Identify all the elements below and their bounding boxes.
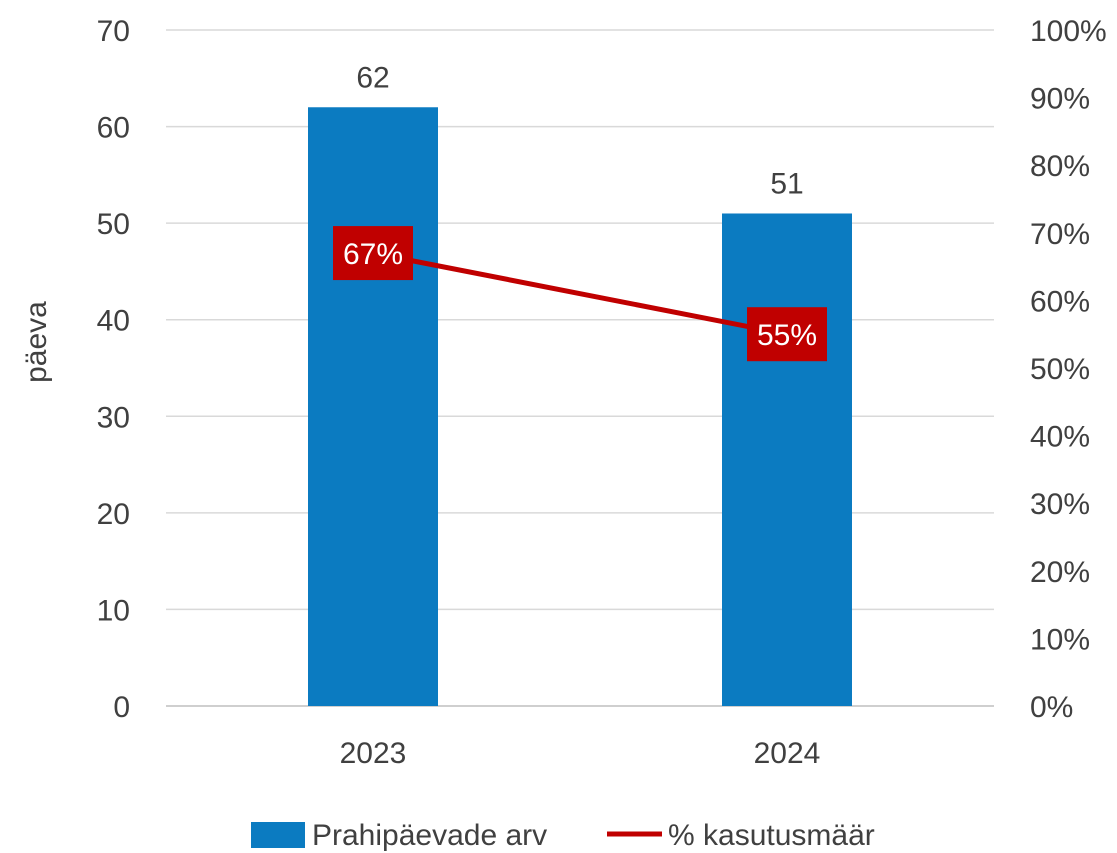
bar-value-label: 62 [356, 61, 389, 94]
legend-bar-label: Prahipäevade arv [312, 819, 547, 852]
y2-tick-label: 100% [1030, 15, 1107, 48]
y2-tick-label: 80% [1030, 150, 1090, 183]
y2-tick-label: 90% [1030, 83, 1090, 116]
x-axis-ticks: 2023 2024 [340, 737, 821, 770]
right-axis-ticks: 0% 10% 20% 30% 40% 50% 60% 70% 80% 90% 100% [1030, 15, 1107, 724]
y-tick-label: 0 [113, 691, 130, 724]
legend: Prahipäevade arv % kasutusmäär [251, 819, 875, 852]
x-tick-label: 2023 [340, 737, 407, 770]
y2-tick-label: 40% [1030, 421, 1090, 454]
y-tick-label: 70 [97, 15, 130, 48]
y2-tick-label: 70% [1030, 218, 1090, 251]
y2-tick-label: 20% [1030, 556, 1090, 589]
y2-tick-label: 60% [1030, 285, 1090, 318]
y-axis-title: päeva [20, 301, 53, 383]
line-value-label: 55% [757, 319, 817, 352]
x-tick-label: 2024 [754, 737, 821, 770]
bar [722, 213, 852, 706]
gridlines [166, 29, 994, 707]
line-value-label: 67% [343, 238, 403, 271]
y2-tick-label: 50% [1030, 353, 1090, 386]
bar [308, 107, 438, 706]
line-value-box [333, 226, 413, 281]
y2-tick-label: 30% [1030, 488, 1090, 521]
legend-bar-swatch [251, 822, 305, 848]
line-series [372, 250, 788, 337]
line-value-box [747, 307, 827, 362]
line-path [372, 250, 788, 337]
bar-value-label: 51 [770, 167, 803, 200]
y-tick-label: 40 [97, 305, 130, 338]
left-axis-ticks: 0 10 20 30 40 50 60 70 [97, 15, 130, 724]
y2-tick-label: 0% [1030, 691, 1073, 724]
y-tick-label: 60 [97, 112, 130, 145]
bar-series [308, 107, 852, 706]
y-tick-label: 50 [97, 208, 130, 241]
data-labels: 62 51 67% 55% [333, 61, 827, 362]
y-tick-label: 10 [97, 594, 130, 627]
legend-line-label: % kasutusmäär [668, 819, 875, 852]
y-tick-label: 30 [97, 401, 130, 434]
y-tick-label: 20 [97, 498, 130, 531]
y2-tick-label: 10% [1030, 623, 1090, 656]
